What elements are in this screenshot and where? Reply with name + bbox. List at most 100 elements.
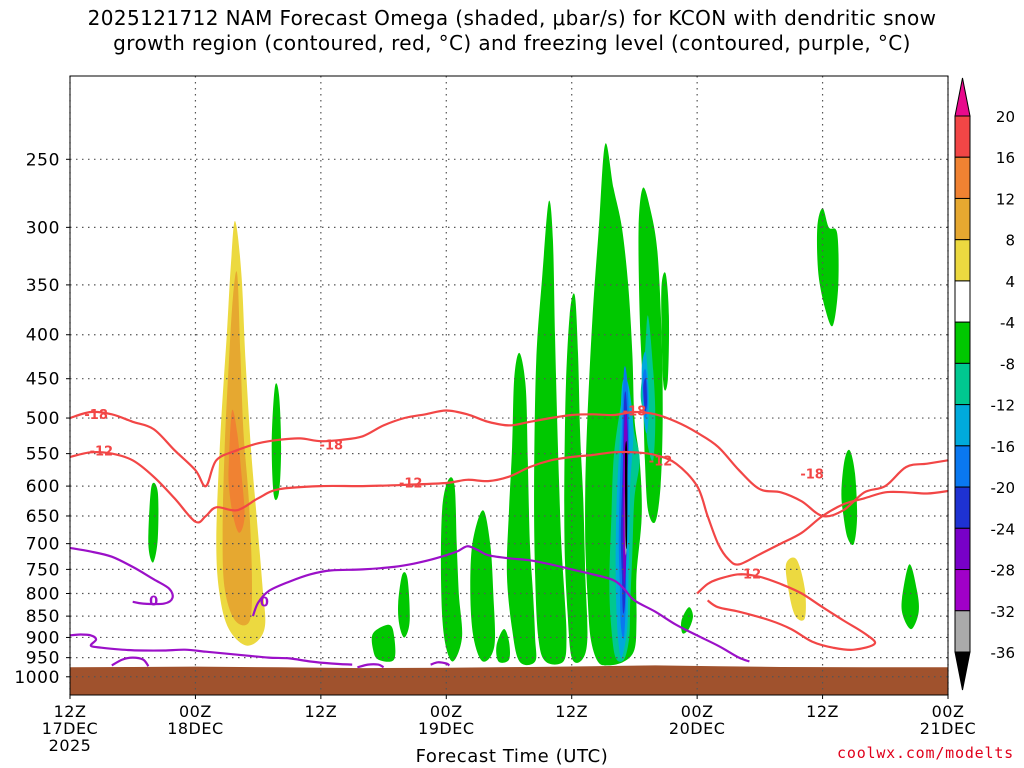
- colorbar-label-6: -8: [1000, 355, 1015, 373]
- colorbar-band-3: [954, 239, 971, 282]
- freezing-contour-3: [111, 656, 150, 667]
- omega-region-21: [496, 629, 510, 663]
- dgz-label-6: -12: [649, 455, 673, 470]
- dgz-label-3: -18: [800, 468, 824, 483]
- credit-text: coolwx.com/modelts: [837, 744, 1014, 762]
- y-tick-label-500: 500: [26, 409, 60, 429]
- y-tick-label-850: 850: [26, 607, 60, 627]
- x-tick-label-12-2: 18DEC: [167, 719, 223, 738]
- colorbar-band-11: [954, 569, 971, 612]
- colorbar-label-0: 20: [996, 108, 1015, 126]
- y-tick-label-900: 900: [26, 628, 60, 648]
- chart-title: 2025121712 NAM Forecast Omega (shaded, μ…: [0, 6, 1024, 56]
- colorbar-band-4: [954, 280, 971, 323]
- omega-region-19: [440, 477, 463, 662]
- x-tick-label-48-1: 12Z: [555, 702, 588, 721]
- colorbar-band-12: [954, 610, 971, 653]
- x-axis-title: Forecast Time (UTC): [415, 746, 609, 767]
- y-tick-label-350: 350: [26, 276, 60, 296]
- omega-region-15: [148, 482, 159, 563]
- colorbar-top-arrow: [954, 77, 971, 117]
- colorbar-band-8: [954, 445, 971, 488]
- dgz-label-1: -18: [320, 438, 344, 453]
- colorbar-bottom-arrow: [954, 651, 971, 691]
- x-tick-label-60-1: 00Z: [681, 702, 714, 721]
- x-tick-label-12-1: 00Z: [179, 702, 212, 721]
- colorbar-label-7: -12: [991, 397, 1016, 415]
- x-tick-label-60-2: 20DEC: [669, 719, 725, 738]
- y-tick-label-1000: 1000: [14, 668, 60, 688]
- colorbar-band-0: [954, 115, 971, 158]
- y-tick-label-650: 650: [26, 507, 60, 527]
- omega-region-30: [841, 449, 858, 546]
- omega-region-31: [901, 564, 919, 630]
- colorbar-label-13: -36: [991, 644, 1016, 662]
- x-tick-label-24-1: 12Z: [304, 702, 337, 721]
- y-tick-label-950: 950: [26, 649, 60, 669]
- colorbar-band-10: [954, 527, 971, 571]
- colorbar-label-9: -20: [991, 479, 1016, 497]
- freezing-contour-4: [357, 663, 385, 669]
- colorbar-label-2: 12: [996, 190, 1015, 208]
- colorbar-label-10: -24: [991, 520, 1016, 538]
- colorbar-band-5: [954, 321, 971, 364]
- y-tick-label-600: 600: [26, 477, 60, 497]
- dgz-label-2: -18: [623, 404, 647, 419]
- chart-title-line-1: 2025121712 NAM Forecast Omega (shaded, μ…: [87, 6, 937, 30]
- omega-region-3: [228, 409, 245, 533]
- chart-title-line-2: growth region (contoured, red, °C) and f…: [113, 31, 911, 55]
- omega-region-20: [470, 510, 496, 662]
- dgz-label-4: -12: [90, 445, 114, 460]
- omega-region-16: [271, 383, 282, 501]
- omega-region-43: [624, 440, 628, 550]
- ground-surface: [70, 665, 948, 695]
- contour-labels: -18 -18 -18 -18 -12 -12 -12 -12 0 0: [84, 404, 824, 611]
- x-tick-label-0-2: 17DEC: [42, 719, 98, 738]
- colorbar-band-6: [954, 362, 971, 406]
- omega-region-17: [371, 624, 396, 662]
- x-tick-label-36-1: 00Z: [430, 702, 463, 721]
- colorbar-label-4: 4: [1005, 273, 1015, 291]
- y-tick-label-800: 800: [26, 584, 60, 604]
- y-tick-label-300: 300: [26, 218, 60, 238]
- colorbar-label-3: 8: [1005, 232, 1015, 250]
- omega-region-39: [643, 378, 648, 412]
- colorbar-band-1: [954, 156, 971, 199]
- dgz-contour-4: [70, 450, 948, 566]
- x-tick-label-36-2: 19DEC: [418, 719, 474, 738]
- omega-region-11: [785, 557, 806, 621]
- colorbar-label-8: -16: [991, 438, 1016, 456]
- omega-region-24: [564, 293, 588, 663]
- y-tick-label-450: 450: [26, 370, 60, 390]
- y-axis-ticks: 2503003504004505005506006507007508008509…: [14, 150, 70, 688]
- omega-region-4: [322, 216, 346, 362]
- colorbar-band-7: [954, 404, 971, 447]
- freezing-label-1: 0: [260, 596, 269, 611]
- colorbar-label-12: -32: [991, 603, 1016, 621]
- colorbar-label-1: 16: [996, 149, 1015, 167]
- x-tick-label-0-3: 2025: [49, 736, 92, 755]
- colorbar-band-9: [954, 486, 971, 529]
- omega-region-18: [398, 572, 410, 638]
- x-tick-label-84-1: 00Z: [932, 702, 965, 721]
- x-tick-label-72-1: 12Z: [806, 702, 839, 721]
- dgz-label-5: -12: [399, 477, 423, 492]
- dgz-contour-7: [696, 573, 877, 651]
- x-tick-label-84-2: 21DEC: [920, 719, 976, 738]
- freezing-contour-2: [251, 545, 750, 663]
- dgz-label-7: -12: [738, 567, 762, 582]
- omega-region-23: [534, 200, 567, 665]
- freezing-contour-0: [70, 546, 174, 606]
- dgz-contour-0: [70, 409, 948, 518]
- omega-region-14: [895, 414, 908, 517]
- freezing-label-0: 0: [149, 594, 158, 609]
- contour-layer: [70, 409, 948, 669]
- y-tick-label-550: 550: [26, 445, 60, 465]
- omega-colorbar: 20 16 12 8 4 -4 -8 -12 -16 -20 -24 -28 -32 -36: [954, 77, 1016, 691]
- omega-region-5: [451, 270, 467, 371]
- omega-region-29: [816, 208, 839, 327]
- ground-layer: [70, 665, 948, 695]
- colorbar-band-2: [954, 197, 971, 241]
